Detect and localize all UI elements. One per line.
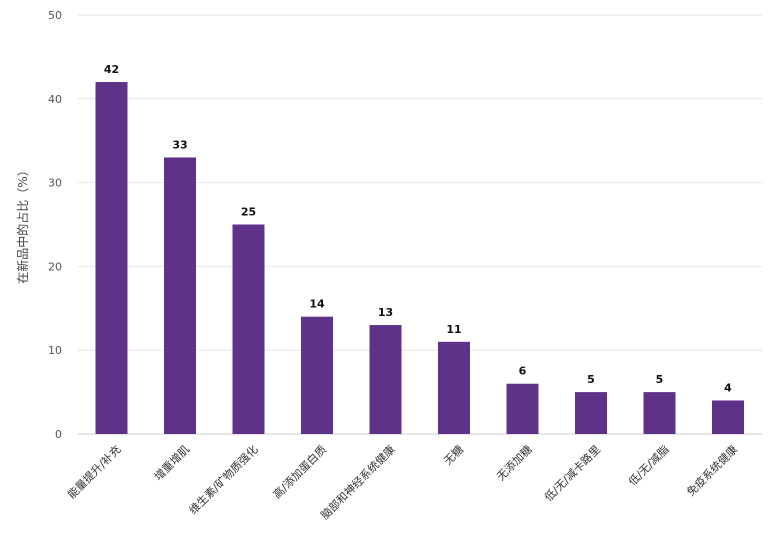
bar: [232, 224, 265, 434]
y-tick-label: 40: [48, 93, 62, 106]
bar: [301, 316, 333, 434]
data-label: 4: [724, 381, 732, 394]
bar: [712, 400, 744, 434]
x-tick-label: 脑部和神经系统健康: [318, 442, 398, 522]
value-labels: 42 33 25 14 13 11 6 5 5 4: [104, 63, 732, 394]
x-tick-label: 增重增肌: [151, 442, 192, 483]
y-tick-label: 50: [48, 9, 62, 22]
y-axis-title: 在新品中的占比（%）: [15, 164, 30, 283]
x-tick-label: 无添加糖: [494, 442, 535, 483]
data-label: 5: [656, 373, 664, 386]
data-label: 14: [309, 298, 325, 311]
x-tick-label: 高/添加蛋白质: [270, 442, 329, 501]
bar: [506, 383, 539, 434]
x-tick-label: 无糖: [441, 442, 466, 467]
data-label: 25: [241, 206, 256, 219]
data-label: 5: [587, 373, 595, 386]
y-axis-ticks: 0 10 20 30 40 50: [48, 9, 62, 441]
data-label: 33: [172, 138, 187, 151]
bar: [369, 325, 402, 434]
bar: [575, 392, 607, 434]
x-tick-label: 能量提升/补充: [64, 442, 123, 501]
x-tick-label: 低/无/减脂: [625, 442, 671, 488]
x-tick-label: 维生素/矿物质强化: [186, 442, 261, 517]
bar: [643, 392, 676, 434]
data-label: 42: [104, 63, 119, 76]
bar: [95, 82, 128, 434]
y-tick-label: 0: [55, 428, 62, 441]
x-tick-label: 免疫系统健康: [684, 442, 741, 499]
y-tick-label: 30: [48, 177, 62, 190]
bars: [95, 82, 744, 434]
y-tick-label: 10: [48, 344, 62, 357]
data-label: 6: [519, 365, 527, 378]
bar: [164, 157, 196, 434]
bar: [438, 341, 470, 434]
x-tick-label: 低/无/减卡路里: [542, 443, 603, 504]
data-label: 11: [446, 323, 461, 336]
data-label: 13: [378, 306, 393, 319]
y-tick-label: 20: [48, 260, 62, 273]
